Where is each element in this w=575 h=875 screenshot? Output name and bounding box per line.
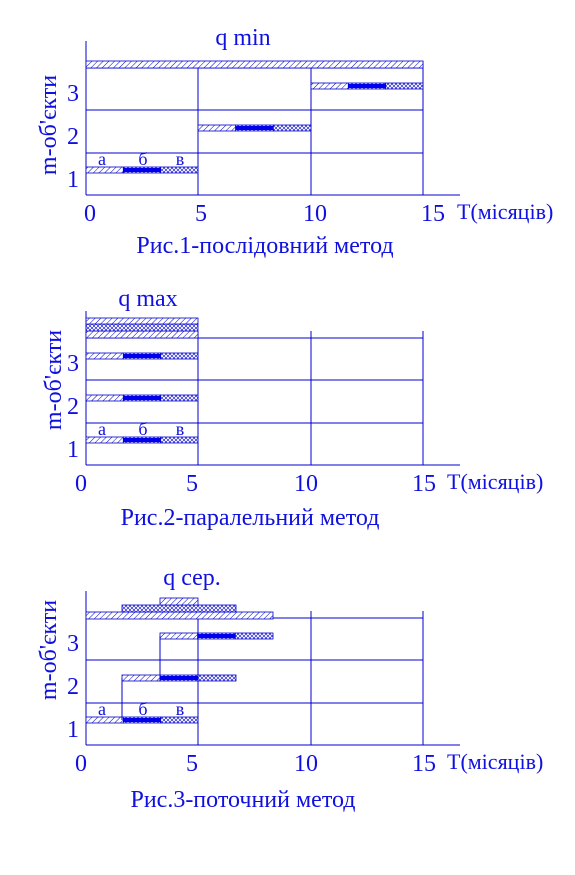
stage-label: в <box>176 419 185 439</box>
bar-stage-a <box>310 82 349 90</box>
caption: Рис.2-паралельний метод <box>121 505 380 531</box>
y-label: m-об'єкти <box>36 600 62 700</box>
x-tick-label: 10 <box>294 751 318 777</box>
load-bar <box>159 597 199 606</box>
bar-stage-c <box>234 632 274 640</box>
bar-stage-c <box>160 352 199 360</box>
bar-stage-b-solid <box>123 396 161 400</box>
x-tick-label: 15 <box>412 471 436 497</box>
x-label: T(місяців) <box>447 469 543 494</box>
bar-stage-c <box>385 82 424 90</box>
bar-stage-b-solid <box>123 718 161 722</box>
row-label: 1 <box>67 717 79 743</box>
load-bar <box>85 330 199 339</box>
bar-stage-c <box>160 716 199 724</box>
x-label: T(місяців) <box>447 749 543 774</box>
caption: Рис.1-послідовний метод <box>136 233 393 259</box>
row-label: 1 <box>67 167 79 193</box>
chart-title: q min <box>215 25 270 51</box>
row-label: 2 <box>67 674 79 700</box>
bar-stage-a <box>197 124 237 132</box>
row-label: 3 <box>67 631 79 657</box>
bar-stage-b-solid <box>123 354 161 358</box>
bar-stage-b-solid <box>197 634 236 638</box>
bar-stage-a <box>85 352 124 360</box>
row-label: 2 <box>67 124 79 150</box>
row-label: 1 <box>67 437 79 463</box>
bar-stage-c <box>272 124 312 132</box>
bar-stage-a <box>85 394 124 402</box>
x-tick-label: 0 <box>75 471 87 497</box>
load-bar <box>121 604 237 613</box>
x-tick-label: 5 <box>195 201 207 227</box>
bar-stage-a <box>159 632 199 640</box>
bar-stage-c <box>160 394 199 402</box>
bar-stage-b-solid <box>160 676 198 680</box>
x-tick-label: 5 <box>186 471 198 497</box>
load-bar <box>85 60 424 69</box>
x-tick-label: 15 <box>412 751 436 777</box>
load-bar <box>85 317 199 325</box>
row-label: 3 <box>67 351 79 377</box>
bar-stage-b-solid <box>123 168 161 172</box>
chart-title: q сер. <box>163 565 221 591</box>
y-label: m-об'єкти <box>41 330 67 430</box>
stage-label: б <box>138 699 147 719</box>
bar-stage-b-solid <box>348 84 386 88</box>
x-label: T(місяців) <box>457 199 553 224</box>
stage-label: б <box>138 149 147 169</box>
bar-stage-b-solid <box>123 438 161 442</box>
x-tick-label: 10 <box>294 471 318 497</box>
bar-stage-b-solid <box>235 126 274 130</box>
x-tick-label: 0 <box>75 751 87 777</box>
x-tick-label: 0 <box>84 201 96 227</box>
stage-label: б <box>138 419 147 439</box>
caption: Рис.3-поточний метод <box>130 787 355 813</box>
x-tick-label: 5 <box>186 751 198 777</box>
load-bar <box>85 611 274 620</box>
chart-title: q max <box>118 286 177 312</box>
x-tick-label: 10 <box>303 201 327 227</box>
bar-stage-c <box>160 436 199 444</box>
bar-stage-a <box>121 674 161 682</box>
stage-label: в <box>176 699 185 719</box>
load-bar <box>85 323 199 332</box>
x-tick-label: 15 <box>421 201 445 227</box>
row-label: 2 <box>67 394 79 420</box>
bar-stage-c <box>160 166 199 174</box>
stage-label: а <box>98 419 106 439</box>
stage-label: в <box>176 149 185 169</box>
y-label: m-об'єкти <box>36 75 62 175</box>
row-label: 3 <box>67 81 79 107</box>
stage-label: а <box>98 699 106 719</box>
stage-label: а <box>98 149 106 169</box>
bar-stage-c <box>197 674 237 682</box>
